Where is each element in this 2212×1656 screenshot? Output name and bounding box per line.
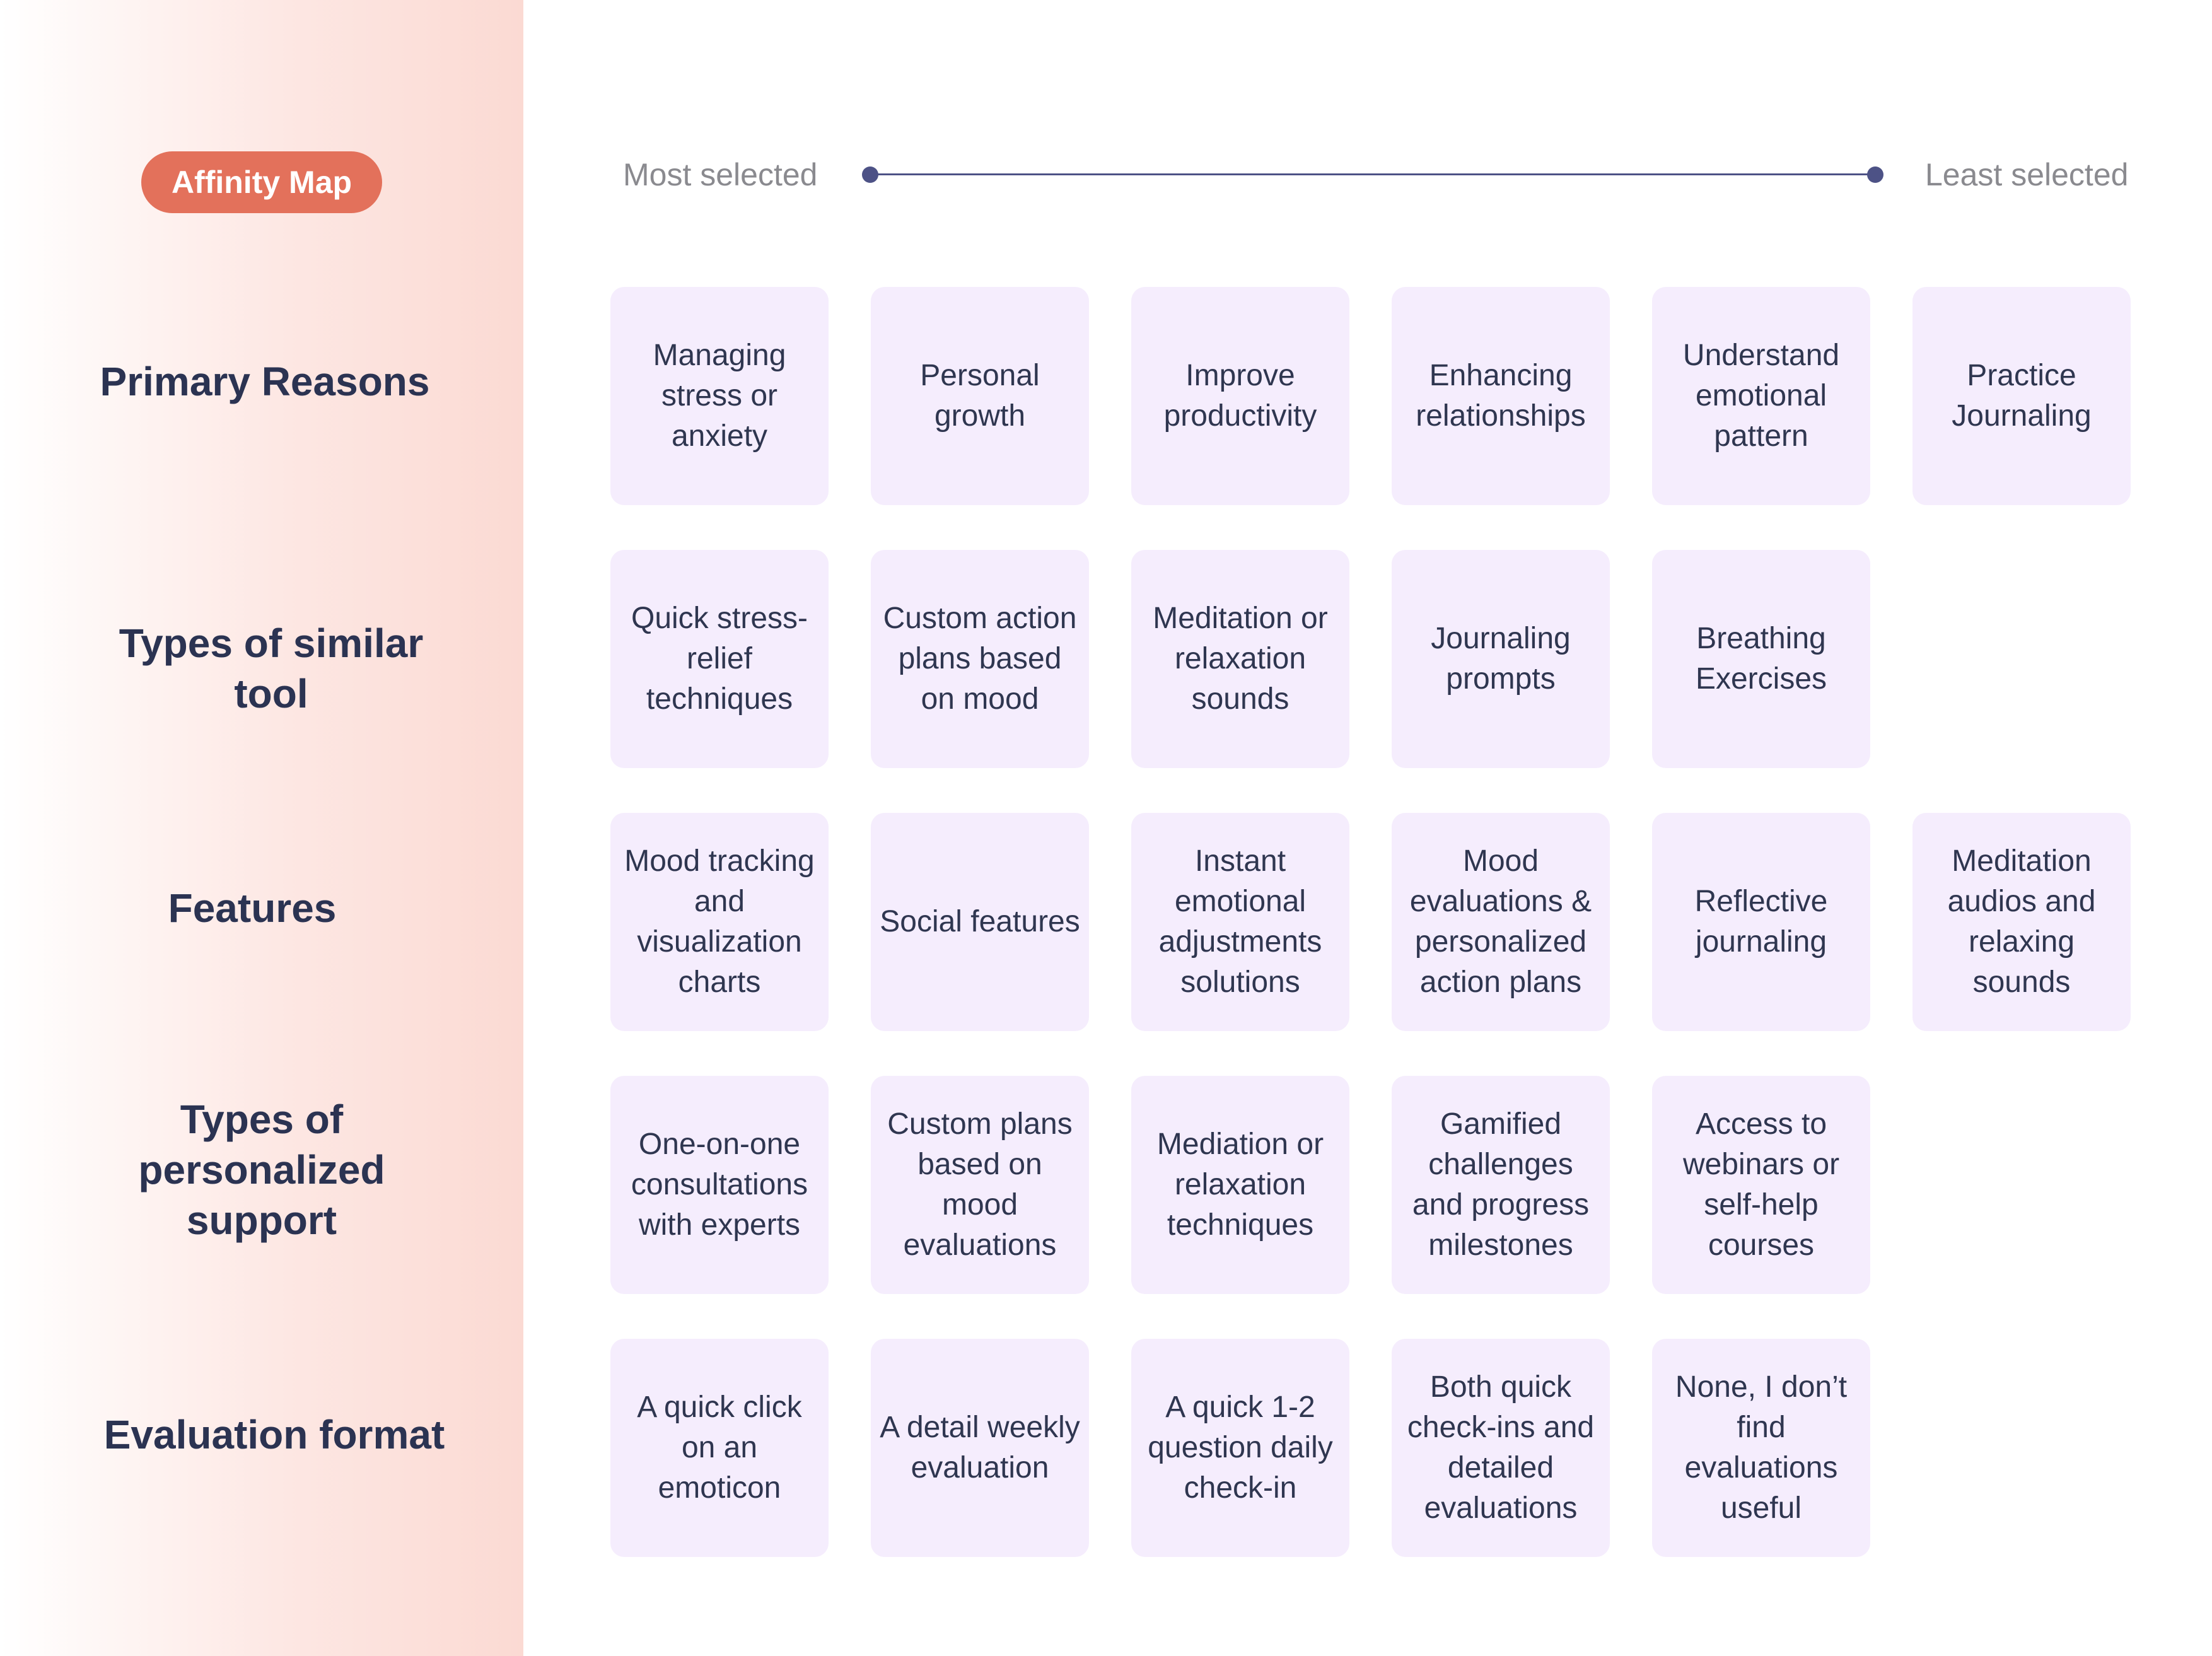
sidebar-panel [0,0,523,1656]
card-primary-reasons-5: Understand emotional pattern [1652,287,1870,505]
card-primary-reasons-1: Managing stress or anxiety [610,287,829,505]
card-personalized-support-3: Mediation or relaxation techniques [1131,1076,1349,1294]
card-similar-tools-4: Journaling prompts [1392,550,1610,768]
affinity-map-badge: Affinity Map [141,151,382,213]
scale-line [870,173,1875,175]
card-similar-tools-3: Meditation or relaxation sounds [1131,550,1349,768]
card-evaluation-format-1: A quick click on an emoticon [610,1339,829,1557]
row-label-primary-reasons: Primary Reasons [100,359,430,404]
card-features-1: Mood tracking and visualization charts [610,813,829,1031]
card-similar-tools-5: Breathing Exercises [1652,550,1870,768]
card-personalized-support-5: Access to webinars or self-help courses [1652,1076,1870,1294]
row-label-personalized-support: Types of personalized support [138,1097,385,1243]
card-evaluation-format-4: Both quick check-ins and detailed evalua… [1392,1339,1610,1557]
card-personalized-support-4: Gamified challenges and progress milesto… [1392,1076,1610,1294]
scale-start-label: Most selected [623,157,818,192]
card-primary-reasons-4: Enhancing relationships [1392,287,1610,505]
card-features-2: Social features [871,813,1089,1031]
row-label-evaluation-format: Evaluation format [103,1412,445,1457]
card-evaluation-format-2: A detail weekly evaluation [871,1339,1089,1557]
card-features-3: Instant emotional adjustments solutions [1131,813,1349,1031]
row-label-similar-tools: Types of similar tool [119,621,424,716]
card-primary-reasons-6: Practice Journaling [1912,287,2131,505]
card-features-5: Reflective journaling [1652,813,1870,1031]
card-features-6: Meditation audios and relaxing sounds [1912,813,2131,1031]
scale-end-label: Least selected [1925,157,2129,192]
scale-end-dot [1867,166,1883,183]
card-evaluation-format-3: A quick 1-2 question daily check-in [1131,1339,1349,1557]
card-similar-tools-1: Quick stress-relief techniques [610,550,829,768]
card-personalized-support-1: One-on-one consultations with experts [610,1076,829,1294]
row-label-features: Features [168,885,337,931]
card-primary-reasons-2: Personal growth [871,287,1089,505]
card-personalized-support-2: Custom plans based on mood evaluations [871,1076,1089,1294]
card-primary-reasons-3: Improve productivity [1131,287,1349,505]
card-evaluation-format-5: None, I don’t find evaluations useful [1652,1339,1870,1557]
card-features-4: Mood evaluations & personalized action p… [1392,813,1610,1031]
card-similar-tools-2: Custom action plans based on mood [871,550,1089,768]
